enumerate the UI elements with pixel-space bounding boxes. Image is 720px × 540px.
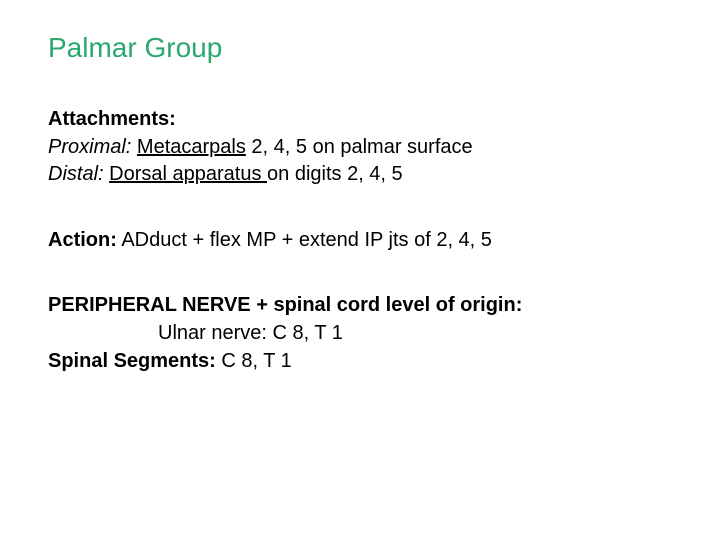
proximal-underlined: Metacarpals — [137, 136, 246, 158]
attachments-heading-text: Attachments: — [48, 108, 176, 130]
proximal-rest: 2, 4, 5 on palmar surface — [246, 136, 473, 158]
proximal-line: Proximal: Metacarpals 2, 4, 5 on palmar … — [48, 134, 672, 162]
spinal-segments-line: Spinal Segments: C 8, T 1 — [48, 348, 672, 376]
distal-label: Distal: — [48, 163, 104, 185]
distal-line: Distal: Dorsal apparatus on digits 2, 4,… — [48, 161, 672, 189]
distal-underlined: Dorsal apparatus — [109, 163, 267, 185]
nerve-block: PERIPHERAL NERVE + spinal cord level of … — [48, 292, 672, 375]
slide-title: Palmar Group — [48, 32, 672, 64]
action-label: Action: — [48, 229, 117, 251]
nerve-line1: Ulnar nerve: C 8, T 1 — [48, 320, 672, 348]
spinal-segments-label: Spinal Segments: — [48, 350, 216, 372]
attachments-block: Attachments: Proximal: Metacarpals 2, 4,… — [48, 106, 672, 189]
proximal-label: Proximal: — [48, 136, 131, 158]
nerve-heading: PERIPHERAL NERVE + spinal cord level of … — [48, 292, 672, 320]
spinal-segments-text: C 8, T 1 — [216, 350, 292, 372]
action-text: ADduct + flex MP + extend IP jts of 2, 4… — [117, 229, 492, 251]
action-block: Action: ADduct + flex MP + extend IP jts… — [48, 227, 672, 255]
slide-container: Palmar Group Attachments: Proximal: Meta… — [0, 0, 720, 540]
distal-rest: on digits 2, 4, 5 — [267, 163, 403, 185]
attachments-heading: Attachments: — [48, 106, 672, 134]
